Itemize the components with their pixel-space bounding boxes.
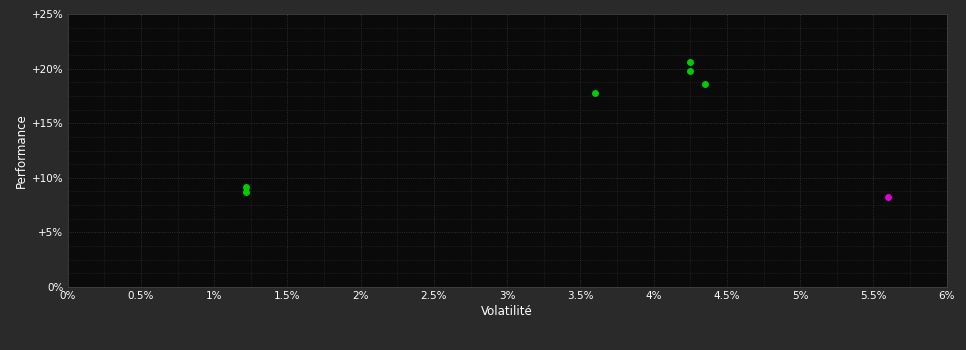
Point [587, 90, 603, 96]
Point [683, 59, 698, 65]
Point [683, 68, 698, 74]
Point [239, 189, 254, 195]
Point [880, 195, 895, 200]
Point [697, 81, 713, 87]
Y-axis label: Performance: Performance [14, 113, 28, 188]
Point [239, 184, 254, 189]
X-axis label: Volatilité: Volatilité [481, 305, 533, 318]
